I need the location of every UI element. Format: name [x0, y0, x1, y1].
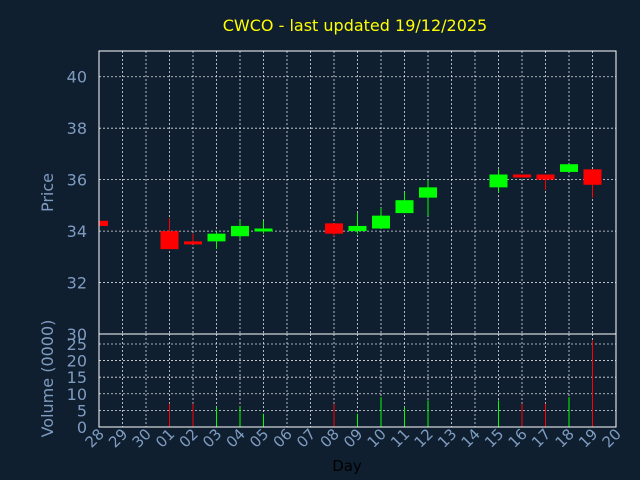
candle-body: [348, 225, 367, 232]
candle-body: [254, 228, 273, 232]
price-axis-label: Price: [38, 173, 57, 212]
price-tick-label: 38: [67, 119, 87, 138]
candle-body: [395, 200, 414, 214]
x-tick-label: 08: [317, 425, 343, 451]
x-tick-label: 02: [176, 425, 202, 451]
volume-tick-label: 5: [77, 401, 87, 420]
x-tick-label: 18: [552, 425, 578, 451]
candle-body: [583, 169, 602, 185]
candle-body: [560, 164, 578, 172]
candle-body: [207, 233, 226, 242]
x-tick-label: 01: [152, 425, 178, 451]
volume-tick-label: 15: [67, 368, 87, 387]
x-tick-label: 17: [528, 425, 554, 451]
x-tick-label: 11: [387, 425, 413, 451]
x-tick-label: 05: [246, 425, 272, 451]
x-tick-label: 29: [105, 425, 131, 451]
x-tick-label: 20: [599, 425, 625, 451]
x-tick-label: 07: [293, 425, 319, 451]
volume-grid: [98, 334, 617, 427]
x-tick-label: 04: [223, 425, 249, 451]
volume-bars: [169, 340, 593, 427]
x-tick-label: 13: [434, 425, 460, 451]
volume-panel-frame: [98, 333, 617, 428]
candle-body: [184, 241, 202, 245]
x-tick-label: 09: [340, 425, 366, 451]
candle-body: [99, 220, 108, 226]
volume-axis-label: Volume (0000): [38, 320, 57, 438]
price-grid: [98, 51, 617, 334]
x-tick-label: 19: [575, 425, 601, 451]
volume-tick-label: 0: [77, 418, 87, 437]
price-tick-label: 40: [67, 68, 87, 87]
x-tick-label: 10: [364, 425, 390, 451]
x-tick-label: 14: [458, 425, 484, 451]
x-tick-label: 15: [481, 425, 507, 451]
candle-body: [160, 231, 179, 250]
price-tick-labels: 30 32 34 36 38 40: [67, 68, 87, 344]
x-tick-label: 30: [129, 425, 155, 451]
x-axis-label: Day: [332, 457, 362, 475]
candle-body: [231, 225, 249, 237]
candle-body: [372, 215, 390, 229]
candle-body: [325, 223, 343, 234]
x-tick-labels: 2829300102030405060708091011121314151617…: [82, 425, 625, 451]
x-tick-label: 16: [505, 425, 531, 451]
candle-body: [513, 174, 531, 178]
price-tick-label: 36: [67, 171, 87, 190]
candle-body: [536, 174, 555, 180]
chart-title: CWCO - last updated 19/12/2025: [223, 16, 487, 35]
volume-tick-label: 20: [67, 352, 87, 371]
x-tick-label: 06: [270, 425, 296, 451]
volume-tick-label: 10: [67, 385, 87, 404]
candle-body: [489, 174, 508, 188]
candles: [98, 164, 602, 250]
candle-body: [419, 187, 437, 198]
price-tick-label: 34: [67, 222, 87, 241]
x-tick-label: 03: [199, 425, 225, 451]
price-tick-label: 32: [67, 274, 87, 293]
volume-tick-label: 25: [67, 335, 87, 354]
price-tick-label: 30: [67, 325, 87, 344]
x-tick-label: 12: [411, 425, 437, 451]
